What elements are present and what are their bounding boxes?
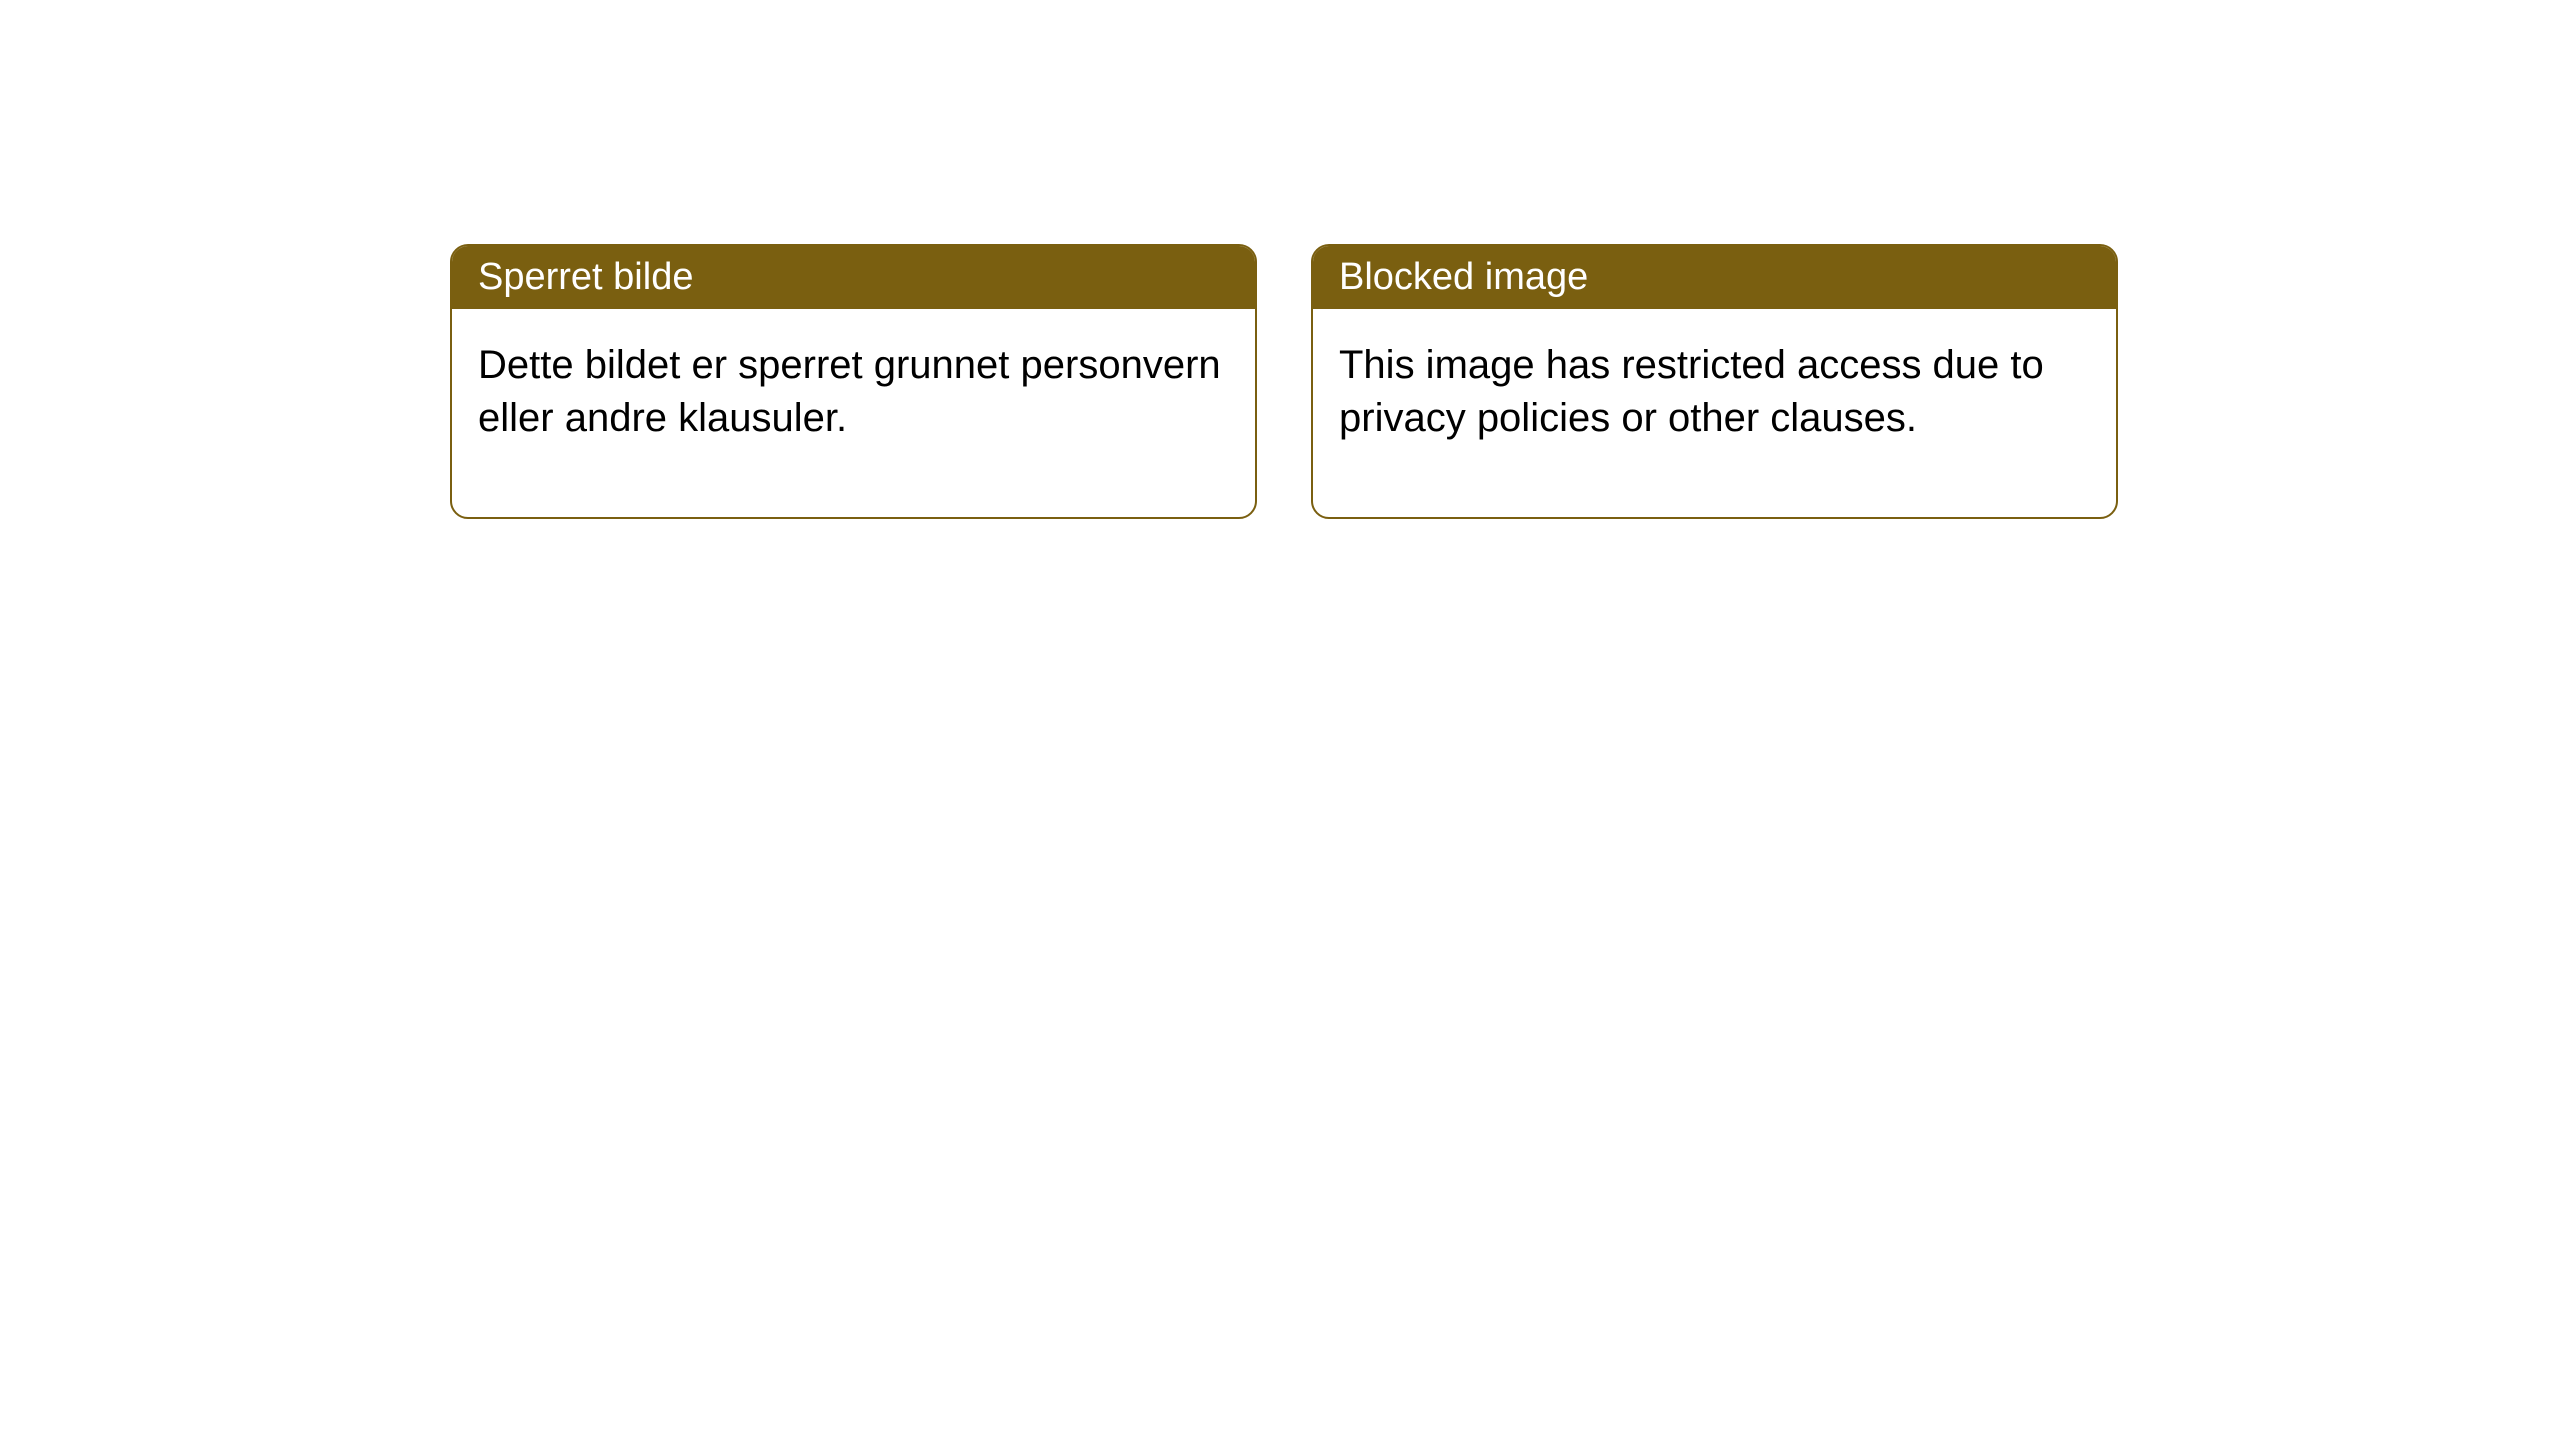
notice-card-norwegian: Sperret bilde Dette bildet er sperret gr… <box>450 244 1257 519</box>
card-title: Blocked image <box>1339 256 1588 298</box>
card-body-text: This image has restricted access due to … <box>1339 343 2044 440</box>
card-body-text: Dette bildet er sperret grunnet personve… <box>478 343 1221 440</box>
card-body: This image has restricted access due to … <box>1313 309 2116 517</box>
notice-card-english: Blocked image This image has restricted … <box>1311 244 2118 519</box>
notice-cards-container: Sperret bilde Dette bildet er sperret gr… <box>450 244 2118 519</box>
card-title: Sperret bilde <box>478 256 693 298</box>
card-header: Sperret bilde <box>452 246 1255 309</box>
card-header: Blocked image <box>1313 246 2116 309</box>
card-body: Dette bildet er sperret grunnet personve… <box>452 309 1255 517</box>
